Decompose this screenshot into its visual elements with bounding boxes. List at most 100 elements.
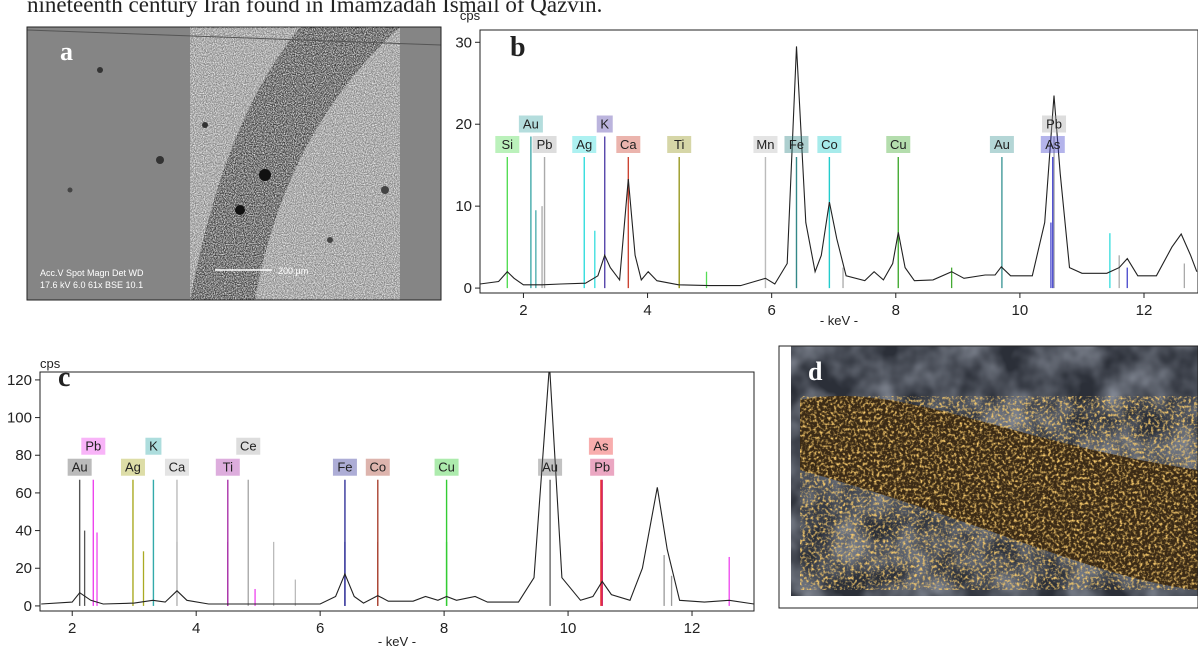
- element-label: Si: [502, 137, 514, 152]
- element-label-bg: [332, 458, 357, 476]
- element-label: Mn: [756, 137, 774, 152]
- sem-info: Acc.V Spot Magn Det WD: [40, 268, 144, 278]
- panel-label: a: [60, 37, 73, 66]
- panel-label: b: [510, 32, 526, 63]
- plot-frame: [479, 29, 1198, 294]
- y-tick-label: 20: [455, 116, 472, 133]
- element-label-bg: [886, 135, 911, 153]
- element-label: Au: [542, 460, 558, 475]
- sem-image: [27, 27, 441, 300]
- element-label-bg: [518, 115, 543, 133]
- element-label: Fe: [337, 460, 352, 475]
- y-tick-label: 0: [464, 280, 472, 297]
- element-label-bg: [365, 458, 390, 476]
- element-label: Fe: [789, 137, 804, 152]
- x-axis-label: - keV -: [378, 634, 416, 649]
- element-label-bg: [572, 135, 597, 153]
- element-label: As: [593, 439, 609, 454]
- y-tick-label: 100: [7, 410, 32, 427]
- element-label-bg: [590, 458, 615, 476]
- element-label-bg: [667, 135, 692, 153]
- x-tick-label: 2: [68, 620, 76, 637]
- element-label: Pb: [1046, 117, 1062, 132]
- element-label-bg: [588, 437, 613, 455]
- element-label: K: [149, 439, 158, 454]
- x-tick-label: 10: [1012, 302, 1029, 319]
- element-label-bg: [495, 135, 520, 153]
- spectrum: [480, 46, 1198, 287]
- element-label-bg: [784, 135, 809, 153]
- element-label: Pb: [537, 137, 553, 152]
- y-tick-label: 60: [15, 485, 32, 502]
- element-label-bg: [1040, 135, 1065, 153]
- x-tick-label: 4: [643, 302, 651, 319]
- element-label-bg: [616, 135, 641, 153]
- element-label: As: [1045, 137, 1061, 152]
- element-label: Au: [72, 460, 88, 475]
- element-label-bg: [145, 437, 162, 455]
- y-tick-label: 40: [15, 523, 32, 540]
- element-label: Ag: [125, 460, 141, 475]
- element-label: Cu: [890, 137, 907, 152]
- element-label: Pb: [85, 439, 101, 454]
- element-label-bg: [434, 458, 459, 476]
- element-label: Ce: [240, 439, 257, 454]
- element-label-bg: [538, 458, 563, 476]
- element-label: K: [600, 117, 609, 132]
- element-label: Ca: [620, 137, 637, 152]
- y-tick-label: 120: [7, 372, 32, 389]
- micrograph-image: [779, 346, 1198, 608]
- image-frame: [778, 345, 1198, 609]
- element-label: Ca: [169, 460, 186, 475]
- x-axis-label: - keV -: [820, 313, 858, 328]
- caption: nineteenth century Iran found in Imamzad…: [27, 0, 602, 17]
- panel-label: d: [808, 357, 823, 386]
- element-label: Au: [994, 137, 1010, 152]
- y-tick-label: 20: [15, 560, 32, 577]
- x-tick-label: 4: [192, 620, 200, 637]
- element-label: Co: [821, 137, 838, 152]
- x-tick-label: 6: [767, 302, 775, 319]
- element-label: Cu: [438, 460, 455, 475]
- panel-label: c: [58, 362, 70, 393]
- element-label: Co: [369, 460, 386, 475]
- element-label-bg: [753, 135, 778, 153]
- element-label-bg: [532, 135, 557, 153]
- element-label-bg: [817, 135, 842, 153]
- element-label-bg: [120, 458, 145, 476]
- element-label-bg: [67, 458, 92, 476]
- element-label-bg: [1042, 115, 1067, 133]
- y-tick-label: 30: [455, 34, 472, 51]
- element-label: Ti: [674, 137, 684, 152]
- element-label: Ti: [223, 460, 233, 475]
- x-tick-label: 8: [440, 620, 448, 637]
- scale-text: 200 µm: [278, 266, 308, 276]
- x-tick-label: 12: [1136, 302, 1153, 319]
- element-label-bg: [81, 437, 106, 455]
- x-tick-label: 8: [892, 302, 900, 319]
- y-axis-label: cps: [460, 8, 481, 23]
- element-label-bg: [215, 458, 240, 476]
- element-label-bg: [989, 135, 1014, 153]
- y-axis-label: cps: [40, 356, 61, 371]
- y-tick-label: 0: [24, 598, 32, 615]
- plot-frame: [39, 371, 755, 612]
- x-tick-label: 12: [684, 620, 701, 637]
- element-label: Pb: [594, 460, 610, 475]
- image-frame: [26, 26, 442, 301]
- spectrum: [41, 372, 754, 605]
- y-tick-label: 80: [15, 447, 32, 464]
- plot-area: [41, 372, 754, 606]
- element-label-bg: [596, 115, 613, 133]
- element-label-bg: [236, 437, 261, 455]
- sem-info: 17.6 kV 6.0 61x BSE 10.1: [40, 280, 143, 290]
- element-label: Ag: [576, 137, 592, 152]
- plot-area: [480, 46, 1198, 289]
- x-tick-label: 10: [560, 620, 577, 637]
- element-label: Au: [523, 117, 539, 132]
- x-tick-label: 6: [316, 620, 324, 637]
- x-tick-label: 2: [519, 302, 527, 319]
- y-tick-label: 10: [455, 198, 472, 215]
